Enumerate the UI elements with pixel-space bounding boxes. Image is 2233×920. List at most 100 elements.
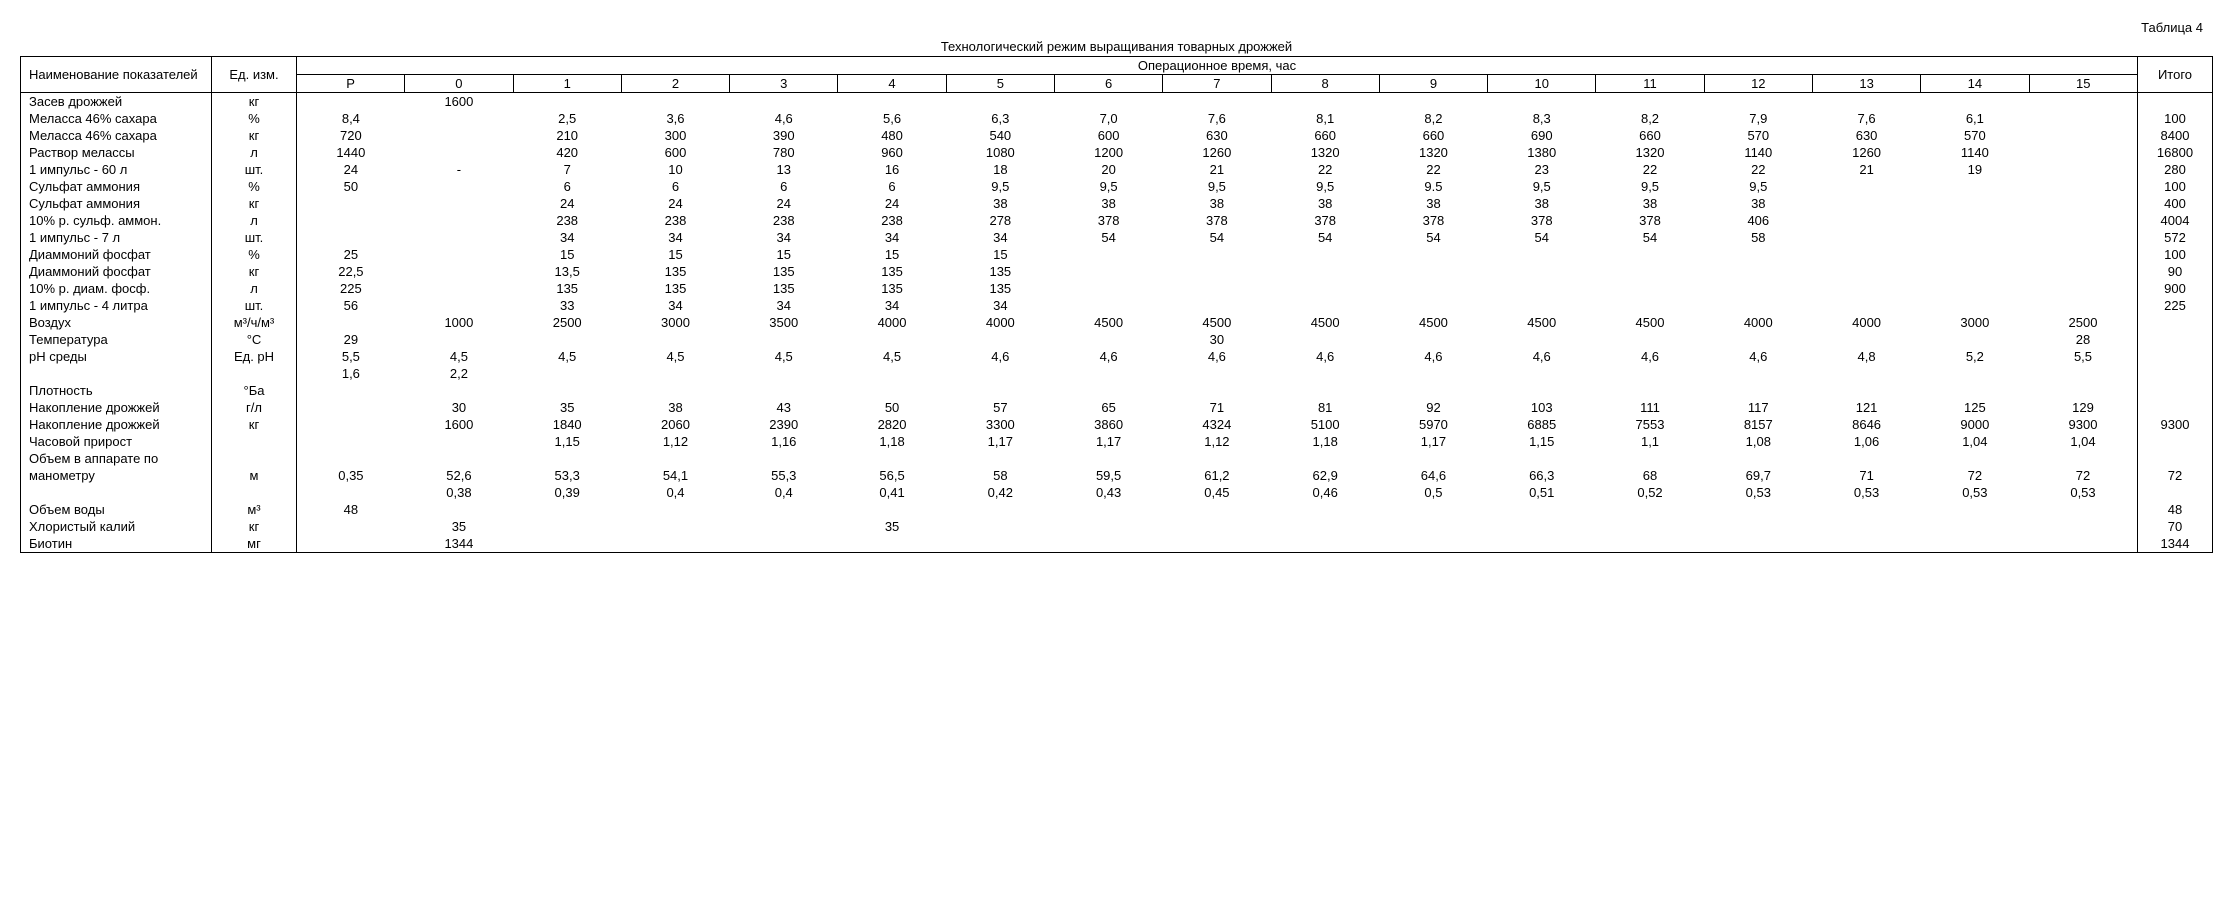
cell-unit: Ед. рН (212, 348, 297, 365)
header-name: Наименование показателей (21, 57, 212, 93)
cell-value (1596, 382, 1704, 399)
cell-value: 780 (730, 144, 838, 161)
cell-value (405, 195, 513, 212)
cell-value (1271, 280, 1379, 297)
cell-value (1921, 382, 2029, 399)
cell-value: 4000 (1812, 314, 1920, 331)
table-header: Наименование показателей Ед. изм. Операц… (21, 57, 2213, 93)
cell-value: 57 (946, 399, 1054, 416)
cell-value: 35 (405, 518, 513, 535)
cell-value (730, 365, 838, 382)
table-row: Накопление дрожжейг/л3035384350576571819… (21, 399, 2213, 416)
cell-total: 70 (2138, 518, 2213, 535)
cell-value: 15 (730, 246, 838, 263)
cell-value (1488, 263, 1596, 280)
cell-value (405, 450, 513, 467)
cell-name: Биотин (21, 535, 212, 553)
cell-value: 7,0 (1054, 110, 1162, 127)
cell-value (621, 331, 729, 348)
cell-value: 8,2 (1596, 110, 1704, 127)
cell-value: 4000 (838, 314, 946, 331)
cell-unit (212, 433, 297, 450)
table-row: 10% р. сульф. аммон.л2382382382382783783… (21, 212, 2213, 229)
cell-unit: шт. (212, 161, 297, 178)
cell-value (2029, 450, 2138, 467)
cell-value: 4,5 (838, 348, 946, 365)
cell-value: 38 (1054, 195, 1162, 212)
cell-value: 630 (1812, 127, 1920, 144)
cell-value (2029, 280, 2138, 297)
cell-value: 7,9 (1704, 110, 1812, 127)
cell-value: 0,52 (1596, 484, 1704, 501)
cell-value: 38 (946, 195, 1054, 212)
cell-value (1812, 280, 1920, 297)
cell-name: Сульфат аммония (21, 195, 212, 212)
cell-value (1488, 501, 1596, 518)
cell-value: 34 (730, 297, 838, 314)
cell-value (1921, 535, 2029, 553)
cell-value: 1380 (1488, 144, 1596, 161)
cell-value (946, 518, 1054, 535)
cell-value: 1,6 (297, 365, 405, 382)
cell-value: 0,45 (1163, 484, 1271, 501)
cell-value: 59,5 (1054, 467, 1162, 484)
cell-value: 1,17 (946, 433, 1054, 450)
cell-value: 378 (1163, 212, 1271, 229)
table-row: Объем в аппарате по (21, 450, 2213, 467)
cell-value (1704, 331, 1812, 348)
cell-value: 3000 (621, 314, 729, 331)
cell-total (2138, 365, 2213, 382)
cell-value: 15 (513, 246, 621, 263)
cell-value: 9.5 (1379, 178, 1487, 195)
table-row: 0,380,390,40,40,410,420,430,450,460,50,5… (21, 484, 2213, 501)
cell-value: 1,1 (1596, 433, 1704, 450)
cell-value: 1200 (1054, 144, 1162, 161)
cell-value: 38 (1704, 195, 1812, 212)
cell-name: Диаммоний фосфат (21, 263, 212, 280)
cell-value (1921, 212, 2029, 229)
cell-name: 1 импульс - 4 литра (21, 297, 212, 314)
cell-unit: л (212, 212, 297, 229)
table-row: Меласса 46% сахаракг72021030039048054060… (21, 127, 2213, 144)
cell-value: 71 (1812, 467, 1920, 484)
cell-value: 378 (1054, 212, 1162, 229)
cell-value (1921, 501, 2029, 518)
cell-value: 660 (1271, 127, 1379, 144)
cell-value (297, 399, 405, 416)
cell-value (1488, 331, 1596, 348)
cell-value: 0,42 (946, 484, 1054, 501)
cell-value (1488, 246, 1596, 263)
cell-value: 22 (1271, 161, 1379, 178)
cell-value: 1,15 (513, 433, 621, 450)
cell-value: 720 (297, 127, 405, 144)
cell-unit (212, 484, 297, 501)
cell-value: 0,5 (1379, 484, 1487, 501)
cell-name: Плотность (21, 382, 212, 399)
cell-value (1704, 382, 1812, 399)
cell-value (1921, 246, 2029, 263)
header-hour: 12 (1704, 75, 1812, 93)
cell-value: 4000 (946, 314, 1054, 331)
cell-value: 22 (1379, 161, 1487, 178)
cell-value: 5970 (1379, 416, 1487, 433)
cell-value (2029, 229, 2138, 246)
cell-value: 34 (838, 229, 946, 246)
cell-value: 7553 (1596, 416, 1704, 433)
cell-value: 135 (513, 280, 621, 297)
cell-value: 4500 (1271, 314, 1379, 331)
cell-value: 38 (1379, 195, 1487, 212)
cell-value (297, 416, 405, 433)
cell-value (1921, 178, 2029, 195)
cell-value (297, 484, 405, 501)
cell-name: Сульфат аммония (21, 178, 212, 195)
cell-value: 2060 (621, 416, 729, 433)
cell-value (1704, 280, 1812, 297)
cell-value: 1,17 (1379, 433, 1487, 450)
cell-value: 34 (513, 229, 621, 246)
cell-value: 7,6 (1812, 110, 1920, 127)
cell-value: 22 (1596, 161, 1704, 178)
cell-value: 600 (621, 144, 729, 161)
table-row: 10% р. диам. фосф.л225135135135135135900 (21, 280, 2213, 297)
header-hour: 8 (1271, 75, 1379, 93)
cell-value: 66,3 (1488, 467, 1596, 484)
